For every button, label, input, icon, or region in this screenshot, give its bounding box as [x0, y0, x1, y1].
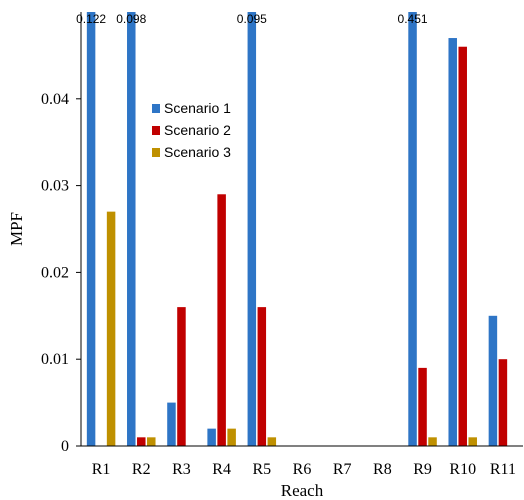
x-axis-title: Reach — [281, 481, 324, 500]
bar-r2-scenario-3 — [147, 437, 156, 446]
x-tick-label: R7 — [333, 461, 352, 478]
bar-r5-scenario-1 — [247, 12, 257, 446]
y-tick-label: 0.03 — [41, 178, 69, 195]
y-tick-label: 0.04 — [41, 91, 69, 108]
data-labels: 0.122 0.098 0.095 0.451 — [76, 12, 428, 26]
bar-r9-scenario-3 — [428, 437, 437, 446]
legend-swatch — [152, 104, 160, 113]
legend-label: Scenario 2 — [164, 122, 231, 138]
bar-r9-scenario-1 — [408, 12, 417, 446]
bar-r3-scenario-1 — [167, 402, 176, 446]
bar-r10-scenario-1 — [448, 38, 457, 446]
bars — [86, 12, 508, 446]
bar-r5-scenario-3 — [267, 437, 277, 446]
x-tick-labels: R1 R2 R3 R4 R5 R6 R7 R8 R9 R10 R11 — [92, 461, 516, 478]
y-tick-label: 0.01 — [41, 351, 69, 368]
x-tick-label: R8 — [373, 461, 392, 478]
bar-r11-scenario-1 — [488, 315, 498, 446]
x-tick-label: R4 — [212, 461, 231, 478]
data-label-r9: 0.451 — [398, 12, 428, 26]
x-tick-label: R6 — [293, 461, 312, 478]
bar-r1-scenario-1 — [86, 12, 96, 446]
x-tick-label: R11 — [490, 461, 516, 478]
bar-r4-scenario-1 — [207, 428, 216, 446]
bar-r11-scenario-2 — [498, 359, 508, 446]
legend-swatch — [152, 148, 160, 157]
data-label-r1: 0.122 — [76, 12, 106, 26]
bar-r1-scenario-3 — [106, 211, 116, 446]
bar-r4-scenario-3 — [227, 428, 236, 446]
y-tick-label: 0.02 — [41, 264, 69, 281]
x-tick-label: R5 — [252, 461, 271, 478]
axes — [80, 12, 523, 447]
x-tick-label: R3 — [172, 461, 191, 478]
x-tick-label: R2 — [132, 461, 151, 478]
legend-swatch — [152, 126, 160, 135]
legend: Scenario 1 Scenario 2 Scenario 3 — [152, 100, 231, 160]
y-tick-labels: 0 0.01 0.02 0.03 0.04 — [41, 91, 81, 455]
bar-r9-scenario-2 — [418, 367, 427, 446]
legend-label: Scenario 3 — [164, 144, 231, 160]
bar-r10-scenario-2 — [458, 46, 467, 446]
x-tick-label: R1 — [92, 461, 111, 478]
y-tick-label: 0 — [61, 438, 69, 455]
legend-label: Scenario 1 — [164, 100, 231, 116]
bar-r2-scenario-1 — [127, 12, 136, 446]
data-label-r2: 0.098 — [116, 12, 146, 26]
x-tick-label: R10 — [449, 461, 476, 478]
x-tick-label: R9 — [413, 461, 432, 478]
bar-r4-scenario-2 — [217, 194, 226, 446]
data-label-r5: 0.095 — [237, 12, 267, 26]
bar-r5-scenario-2 — [257, 307, 267, 446]
bar-r3-scenario-2 — [177, 307, 186, 446]
y-axis-title: MPF — [7, 212, 26, 246]
bar-r10-scenario-3 — [468, 437, 477, 446]
bar-r2-scenario-2 — [137, 437, 146, 446]
